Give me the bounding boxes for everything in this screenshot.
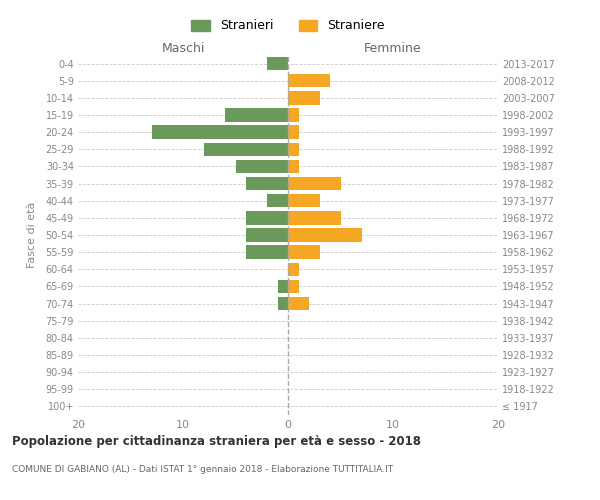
Bar [288, 177, 341, 190]
Bar [288, 91, 320, 104]
Text: COMUNE DI GABIANO (AL) - Dati ISTAT 1° gennaio 2018 - Elaborazione TUTTITALIA.IT: COMUNE DI GABIANO (AL) - Dati ISTAT 1° g… [12, 465, 393, 474]
Bar [277, 297, 288, 310]
Bar [288, 228, 361, 241]
Bar [267, 194, 288, 207]
Bar [288, 262, 299, 276]
Bar [288, 211, 341, 224]
Legend: Stranieri, Straniere: Stranieri, Straniere [186, 14, 390, 38]
Bar [288, 297, 309, 310]
Bar [267, 57, 288, 70]
Bar [246, 177, 288, 190]
Bar [235, 160, 288, 173]
Text: Femmine: Femmine [364, 42, 422, 55]
Bar [225, 108, 288, 122]
Bar [277, 280, 288, 293]
Bar [288, 108, 299, 122]
Y-axis label: Fasce di età: Fasce di età [27, 202, 37, 268]
Bar [288, 142, 299, 156]
Bar [204, 142, 288, 156]
Bar [288, 74, 330, 88]
Bar [246, 246, 288, 259]
Bar [151, 126, 288, 139]
Bar [246, 228, 288, 241]
Text: Popolazione per cittadinanza straniera per età e sesso - 2018: Popolazione per cittadinanza straniera p… [12, 435, 421, 448]
Bar [288, 160, 299, 173]
Bar [288, 246, 320, 259]
Bar [288, 280, 299, 293]
Bar [288, 126, 299, 139]
Bar [288, 194, 320, 207]
Bar [246, 211, 288, 224]
Text: Maschi: Maschi [161, 42, 205, 55]
